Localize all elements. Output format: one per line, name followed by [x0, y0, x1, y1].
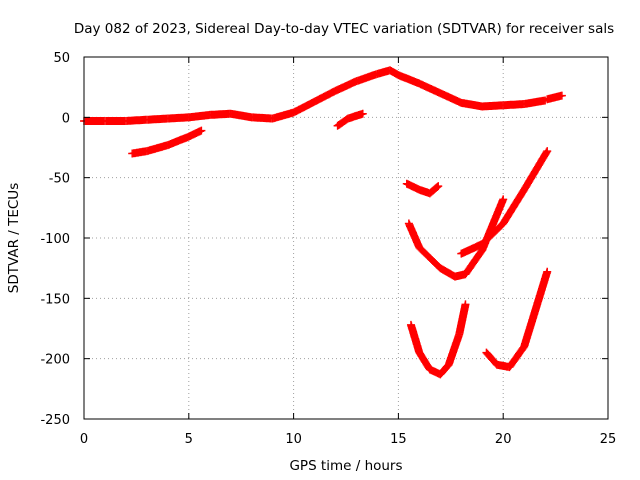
data-series	[80, 66, 550, 125]
data-points	[80, 66, 566, 379]
data-point-run	[458, 99, 485, 111]
data-point-run	[479, 220, 507, 247]
data-point-run	[345, 110, 366, 123]
data-point-run	[483, 349, 500, 368]
x-tick-label: 15	[390, 432, 407, 447]
data-point-run	[437, 89, 464, 107]
x-tick-label: 10	[285, 432, 302, 447]
data-point-run	[270, 108, 297, 123]
data-series	[457, 147, 552, 258]
data-point-run	[416, 80, 443, 97]
data-series	[402, 179, 443, 198]
data-point-run	[426, 183, 442, 197]
y-axis-label: SDTVAR / TECUs	[6, 183, 22, 293]
data-series	[333, 109, 367, 130]
data-point-run	[144, 141, 171, 155]
data-point-run	[407, 322, 423, 356]
data-series	[406, 300, 470, 379]
y-tick-label: -250	[40, 413, 70, 428]
data-point-run	[165, 133, 192, 149]
data-point-run	[228, 110, 255, 122]
x-tick-label: 20	[495, 432, 512, 447]
data-point	[499, 195, 508, 204]
y-tick-label: -150	[40, 292, 70, 307]
y-tick-label: -100	[40, 232, 70, 247]
chart-title: Day 082 of 2023, Sidereal Day-to-day VTE…	[74, 21, 614, 37]
data-point-run	[395, 71, 423, 87]
data-point-run	[506, 343, 528, 370]
data-point-run	[455, 301, 470, 338]
data-series	[128, 126, 206, 158]
y-tick-label: -200	[40, 353, 70, 368]
grid	[84, 57, 608, 419]
data-point-run	[520, 148, 551, 193]
x-tick-label: 25	[600, 432, 617, 447]
data-point	[358, 109, 367, 118]
data-point	[461, 300, 470, 309]
y-tick-label: 50	[53, 51, 70, 66]
y-tick-label: 0	[62, 111, 70, 126]
plot-frame	[83, 56, 609, 420]
data-point-run	[290, 98, 318, 116]
x-axis-label: GPS time / hours	[289, 458, 402, 474]
data-point-run	[334, 115, 351, 129]
data-point-run	[332, 77, 360, 95]
data-point	[197, 126, 206, 135]
data-point-run	[437, 361, 452, 378]
axis-ticks: 0 5 10 15 20 25 50 0 -50 -100 -150 -200 -250	[40, 51, 616, 447]
data-point-run	[416, 244, 444, 272]
data-point	[543, 147, 552, 156]
data-point-run	[311, 87, 339, 105]
data-point-run	[521, 96, 548, 108]
data-point-run	[445, 331, 463, 368]
data-point-run	[353, 70, 380, 85]
data-point-run	[416, 349, 434, 373]
x-tick-label: 0	[80, 432, 88, 447]
data-point-run	[462, 247, 486, 277]
x-tick-label: 5	[185, 432, 193, 447]
data-point	[434, 182, 443, 191]
data-point-run	[186, 111, 213, 122]
data-series	[482, 267, 552, 372]
data-point	[543, 267, 552, 276]
data-point-run	[437, 264, 458, 280]
data-point-run	[520, 269, 551, 350]
data-series	[543, 91, 566, 104]
y-tick-label: -50	[49, 172, 70, 187]
data-point-run	[500, 187, 528, 227]
data-point	[557, 91, 566, 100]
data-point-run	[405, 220, 423, 251]
data-point-run	[458, 240, 485, 258]
